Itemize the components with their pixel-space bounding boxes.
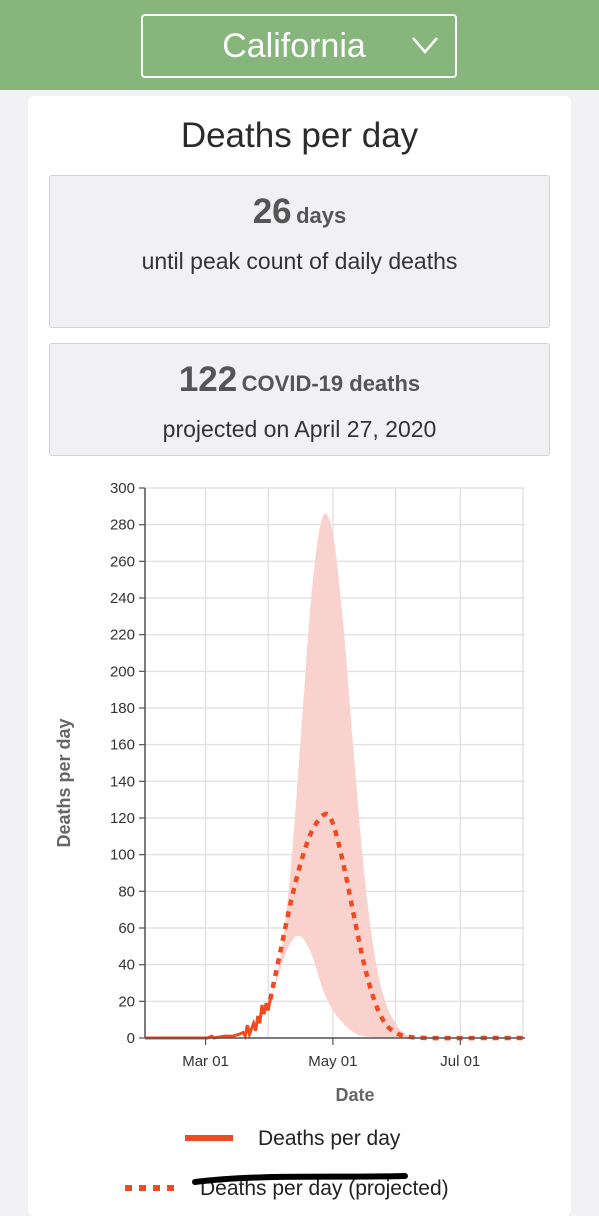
peak-stat-box: 26 days until peak count of daily deaths <box>49 175 550 328</box>
legend-label-projected: Deaths per day (projected) <box>200 1177 449 1200</box>
projection-stat-headline: 122 COVID-19 deaths <box>50 360 549 400</box>
y-tick-label: 80 <box>118 883 135 900</box>
y-tick-label: 280 <box>110 517 135 534</box>
y-tick-label: 40 <box>118 957 135 974</box>
projected-deaths-unit: COVID-19 deaths <box>241 371 421 396</box>
chart-axes: 0 20 40 60 80 100 120 140 160 180 200 220 240 260 280 3… <box>54 480 525 1105</box>
y-tick-label: 220 <box>110 627 135 644</box>
x-tick-label: May 01 <box>308 1053 357 1070</box>
x-tick-label: Jul 01 <box>440 1053 480 1070</box>
scribble-mark <box>192 1173 408 1185</box>
peak-days-unit: days <box>296 203 347 228</box>
state-dropdown-label: California <box>222 27 366 65</box>
deaths-per-day-chart: 0 20 40 60 80 100 120 140 160 180 200 220 240 260 280 3… <box>54 480 525 1200</box>
y-tick-label: 0 <box>127 1030 135 1047</box>
chevron-down-icon <box>412 37 438 54</box>
y-axis-title: Deaths per day <box>54 718 74 847</box>
y-tick-label: 100 <box>110 847 135 864</box>
chart-legend: Deaths per day Deaths per day (projected) <box>125 1127 449 1200</box>
peak-stat-description: until peak count of daily deaths <box>141 248 458 274</box>
y-tick-label: 140 <box>110 773 135 790</box>
x-axis-title: Date <box>335 1085 374 1105</box>
series-layer <box>145 811 523 1041</box>
y-tick-label: 120 <box>110 810 135 827</box>
peak-stat-headline: 26 days <box>50 192 549 232</box>
legend-label-actual: Deaths per day <box>258 1127 401 1150</box>
projected-deaths-value: 122 <box>178 360 238 399</box>
uncertainty-band <box>270 513 427 1039</box>
y-tick-label: 160 <box>110 737 135 754</box>
y-tick-label: 300 <box>110 480 135 497</box>
uncertainty-band-layer <box>270 513 427 1039</box>
peak-days-value: 26 <box>252 192 292 231</box>
y-tick-label: 260 <box>110 553 135 570</box>
y-tick-label: 180 <box>110 700 135 717</box>
projected-deaths-line <box>268 811 523 1041</box>
y-tick-label: 200 <box>110 663 135 680</box>
card-title: Deaths per day <box>180 116 419 155</box>
actual-deaths-line <box>145 999 272 1041</box>
state-dropdown[interactable]: California <box>141 14 457 78</box>
projection-stat-box: 122 COVID-19 deaths projected on April 2… <box>49 343 550 456</box>
projection-stat-description: projected on April 27, 2020 <box>162 416 437 442</box>
y-tick-label: 20 <box>118 993 135 1010</box>
x-tick-label: Mar 01 <box>182 1053 229 1070</box>
y-tick-label: 240 <box>110 590 135 607</box>
y-tick-label: 60 <box>118 920 135 937</box>
